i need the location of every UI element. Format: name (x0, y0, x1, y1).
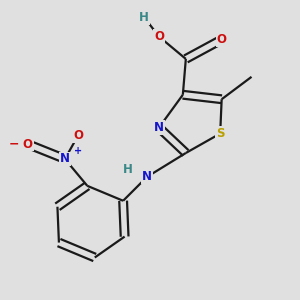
Text: −: − (9, 137, 20, 151)
Text: H: H (139, 11, 149, 24)
Text: +: + (74, 146, 83, 157)
Text: H: H (123, 163, 133, 176)
Text: N: N (154, 121, 164, 134)
Text: O: O (217, 33, 227, 46)
Text: O: O (154, 30, 164, 43)
Text: N: N (60, 152, 70, 166)
Text: O: O (22, 137, 33, 151)
Text: S: S (216, 127, 224, 140)
Text: O: O (73, 129, 83, 142)
Text: N: N (142, 170, 152, 183)
